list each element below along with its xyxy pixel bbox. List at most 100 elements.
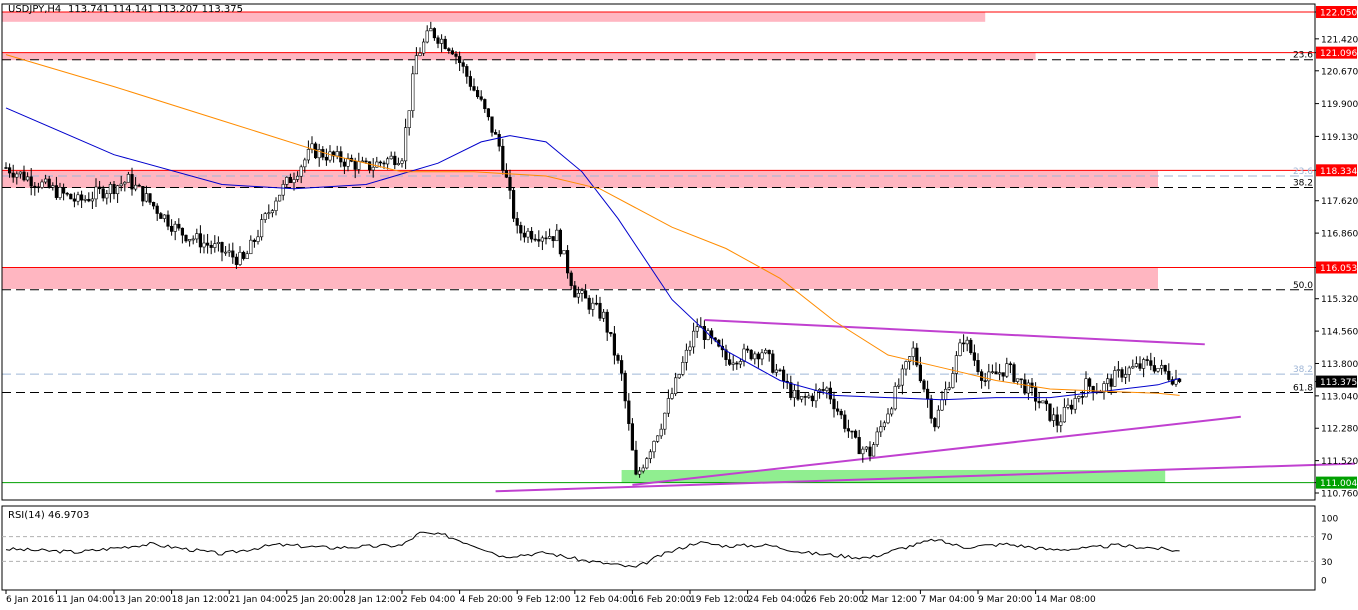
candle-body xyxy=(371,166,375,171)
candle-body xyxy=(432,28,437,39)
candle xyxy=(61,183,66,201)
candle xyxy=(483,98,487,113)
candle xyxy=(817,388,822,399)
candle-body xyxy=(641,467,645,472)
candle xyxy=(25,172,30,182)
candle-body xyxy=(108,184,112,194)
candle-body xyxy=(637,470,642,475)
x-tick-label: 21 Jan 04:00 xyxy=(229,595,286,605)
candle xyxy=(501,138,505,175)
candle-body xyxy=(814,390,818,402)
candle xyxy=(673,372,678,397)
candle-body xyxy=(573,285,577,298)
candle xyxy=(587,295,591,315)
candle-body xyxy=(220,242,224,253)
candle-body xyxy=(1001,372,1005,377)
candle-body xyxy=(551,236,555,242)
candle xyxy=(58,182,62,200)
candle-body xyxy=(378,161,383,164)
candle-body xyxy=(72,198,76,202)
candle-body xyxy=(839,410,843,416)
candle-body xyxy=(22,171,26,181)
candle xyxy=(1077,395,1081,403)
candle-body xyxy=(364,160,368,163)
candle xyxy=(40,179,44,190)
candle xyxy=(594,294,598,306)
candle xyxy=(857,429,861,455)
rsi-line xyxy=(5,531,1180,568)
candle xyxy=(295,171,300,183)
candle xyxy=(688,340,692,356)
candle xyxy=(771,349,775,374)
candle-body xyxy=(486,108,491,118)
candle xyxy=(735,361,739,370)
candle xyxy=(108,181,112,203)
rsi-tick-label: 30 xyxy=(1321,558,1333,568)
candle-body xyxy=(979,371,984,381)
candle-body xyxy=(817,389,822,392)
candle-body xyxy=(479,96,483,100)
candle-body xyxy=(69,193,73,200)
candle-body xyxy=(853,430,858,438)
candle-body xyxy=(1044,400,1048,405)
candle xyxy=(511,187,516,223)
candle-body xyxy=(123,181,127,185)
candle-body xyxy=(418,52,422,56)
candle xyxy=(753,351,757,365)
x-tick-label: 19 Feb 12:00 xyxy=(690,595,749,605)
y-tick-label: 119.900 xyxy=(1321,100,1358,110)
candle-body xyxy=(1131,366,1135,369)
candle-body xyxy=(843,414,847,429)
candle xyxy=(1163,364,1167,374)
candle-body xyxy=(828,387,832,400)
candle xyxy=(191,235,195,245)
candle xyxy=(177,218,181,231)
candle-body xyxy=(562,250,566,255)
candle-body xyxy=(501,145,505,171)
candle xyxy=(677,373,681,379)
candle xyxy=(184,234,188,243)
x-tick-label: 6 Jan 2016 xyxy=(6,595,54,605)
candle xyxy=(871,441,876,457)
candle xyxy=(1023,373,1027,396)
candle xyxy=(119,175,123,192)
x-tick-label: 11 Jan 04:00 xyxy=(56,595,113,605)
candle-body xyxy=(591,302,595,310)
candle xyxy=(619,355,624,381)
trendlines-layer xyxy=(495,319,1356,493)
candle xyxy=(429,21,433,32)
candle-body xyxy=(245,253,249,259)
candle xyxy=(1037,392,1041,409)
candle-body xyxy=(774,369,778,373)
candle-body xyxy=(1066,404,1070,408)
candle xyxy=(886,408,890,425)
candle-body xyxy=(29,176,33,187)
rsi-tick-label: 70 xyxy=(1321,533,1333,543)
x-tick-label: 4 Feb 20:00 xyxy=(460,595,514,605)
candle-body xyxy=(213,243,217,248)
candle xyxy=(216,236,221,252)
candle-body xyxy=(576,293,580,298)
candle xyxy=(540,235,544,251)
candle xyxy=(994,362,998,375)
candle-body xyxy=(1026,382,1030,394)
candle-body xyxy=(126,174,130,183)
candle xyxy=(796,381,800,401)
candle xyxy=(1008,361,1012,374)
candle-body xyxy=(799,396,804,400)
candle-body xyxy=(461,62,465,67)
candle xyxy=(1088,377,1092,392)
candle-body xyxy=(443,38,447,49)
candle-body xyxy=(742,348,746,362)
candle xyxy=(961,334,966,353)
candle-body xyxy=(1084,378,1088,398)
candle-body xyxy=(868,446,872,457)
candle-body xyxy=(292,179,296,184)
candle xyxy=(810,393,814,407)
candle xyxy=(583,284,588,299)
candle xyxy=(224,246,228,256)
x-tick-label: 24 Feb 04:00 xyxy=(748,595,807,605)
candle xyxy=(123,181,127,192)
